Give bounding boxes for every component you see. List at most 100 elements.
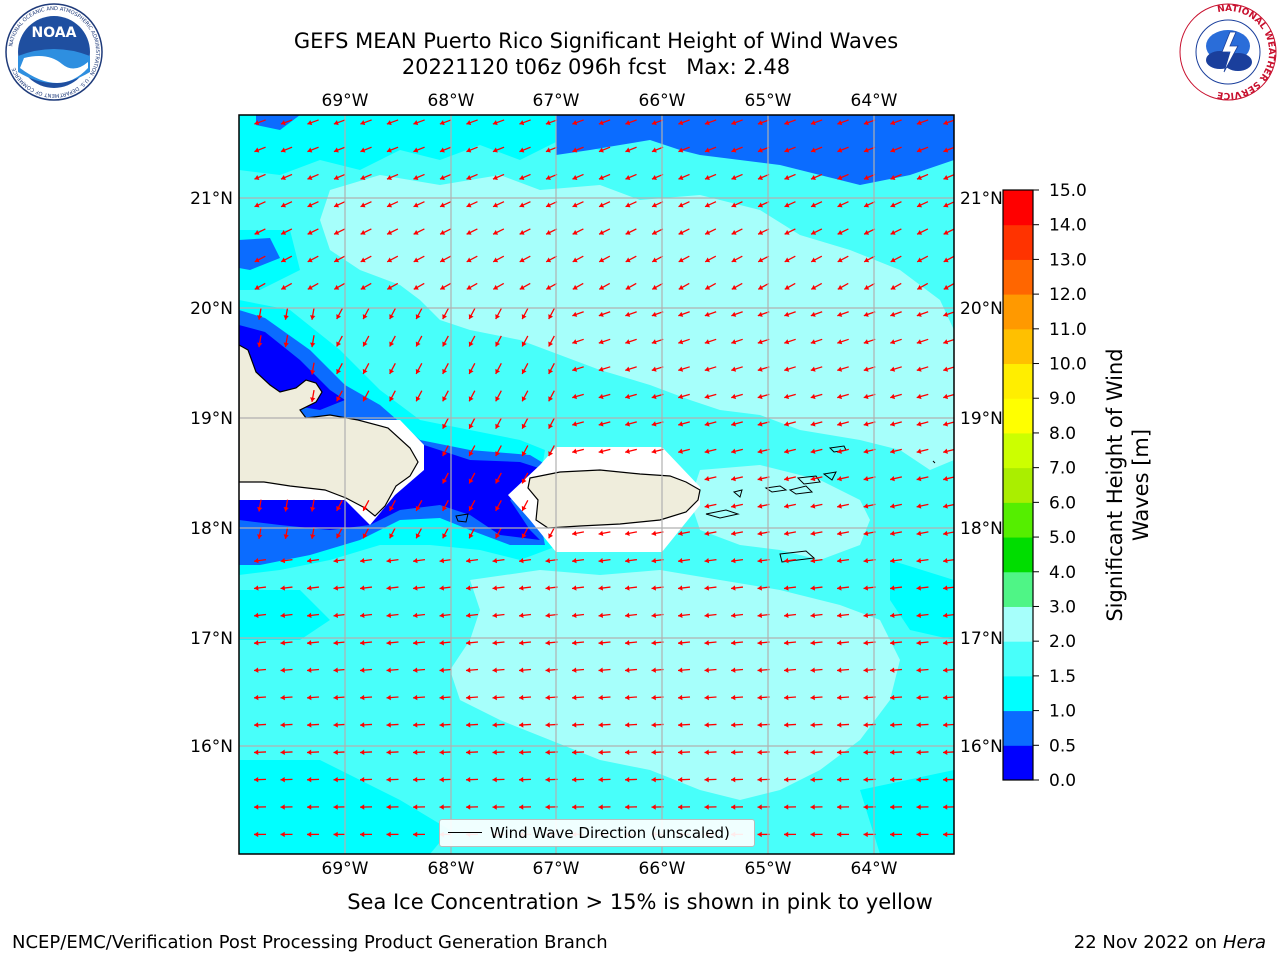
wave-direction-arrow <box>916 667 929 673</box>
wave-direction-arrow <box>704 749 717 755</box>
wave-direction-arrow <box>572 201 584 208</box>
wave-direction-arrow <box>413 201 425 208</box>
wave-direction-arrow <box>625 173 637 180</box>
colorbar-tick-label: 2.0 <box>1049 632 1076 652</box>
colorbar-tick-label: 14.0 <box>1049 216 1087 236</box>
wave-direction-arrow <box>598 393 611 400</box>
wave-direction-arrow <box>521 417 529 430</box>
wave-direction-arrow <box>254 255 266 263</box>
wave-direction-arrow <box>442 417 449 430</box>
wave-direction-arrow <box>943 421 954 427</box>
wave-direction-arrow <box>863 146 876 153</box>
wave-direction-arrow <box>439 255 452 263</box>
wave-direction-arrow <box>495 335 502 347</box>
wave-direction-arrow <box>521 390 529 402</box>
wave-direction-arrow <box>310 335 316 348</box>
wave-direction-arrow <box>521 445 529 457</box>
wave-direction-arrow <box>704 228 717 235</box>
wave-direction-arrow <box>731 393 743 400</box>
wave-direction-arrow <box>678 119 690 126</box>
wave-direction-arrow <box>731 366 743 372</box>
wave-direction-arrow <box>784 228 796 235</box>
wave-direction-arrow <box>704 146 717 153</box>
wave-direction-arrow <box>943 366 954 372</box>
wave-direction-arrow <box>916 804 929 810</box>
wave-direction-arrow <box>492 667 505 673</box>
wave-direction-arrow <box>412 612 426 619</box>
wave-direction-arrow <box>283 335 289 348</box>
wave-direction-arrow <box>757 119 770 126</box>
wave-direction-arrow <box>307 146 319 153</box>
wave-direction-arrow <box>412 557 426 564</box>
colorbar-segment <box>1003 467 1033 503</box>
wave-direction-arrow <box>413 173 425 180</box>
colorbar-segment <box>1003 502 1033 538</box>
wave-direction-arrow <box>518 640 532 646</box>
wave-direction-arrow <box>360 173 372 180</box>
wave-direction-arrow <box>412 640 426 646</box>
legend-label: Wind Wave Direction (unscaled) <box>490 824 730 842</box>
wave-direction-arrow <box>253 612 267 619</box>
wave-direction-arrow <box>386 749 399 755</box>
wave-direction-arrow <box>625 146 637 153</box>
wave-direction-arrow <box>704 530 717 536</box>
wave-direction-arrow <box>519 173 531 180</box>
contour-1p0-1p5 <box>890 560 954 640</box>
wave-direction-arrow <box>678 366 690 372</box>
wave-direction-arrow <box>548 390 555 402</box>
wave-direction-arrow <box>810 146 823 153</box>
wave-direction-arrow <box>468 472 476 484</box>
wave-direction-arrow <box>837 366 849 372</box>
wave-direction-arrow <box>678 393 690 400</box>
wave-direction-arrow <box>916 448 929 454</box>
wave-direction-arrow <box>916 585 929 591</box>
wave-direction-arrow <box>678 282 690 290</box>
wave-direction-arrow <box>310 499 316 512</box>
wave-direction-arrow <box>890 366 902 372</box>
wave-direction-arrow <box>731 338 743 345</box>
colorbar-tick-label: 7.0 <box>1049 459 1076 479</box>
wave-direction-arrow <box>359 585 373 591</box>
wave-direction-arrow <box>571 776 585 783</box>
colorbar-segment <box>1003 537 1033 573</box>
wave-direction-arrow <box>386 119 399 126</box>
wave-direction-arrow <box>598 311 611 317</box>
wave-direction-arrow <box>598 282 611 290</box>
wave-direction-arrow <box>810 119 823 126</box>
wave-direction-arrow <box>783 640 797 646</box>
wave-direction-arrow <box>257 335 263 348</box>
wave-direction-arrow <box>333 228 346 235</box>
colorbar-segment <box>1003 224 1033 260</box>
wave-direction-arrow <box>916 475 929 482</box>
wave-direction-arrow <box>545 173 558 180</box>
wave-direction-arrow <box>413 146 425 153</box>
wave-direction-arrow <box>863 201 876 208</box>
wave-direction-arrow <box>572 366 584 372</box>
wave-direction-arrow <box>757 311 770 317</box>
island-st-croix <box>779 550 816 563</box>
wave-direction-arrow <box>442 527 449 539</box>
wave-direction-arrow <box>492 776 505 783</box>
wave-direction-arrow <box>253 667 267 673</box>
wave-direction-arrow <box>890 421 902 427</box>
wave-direction-arrow <box>810 228 823 235</box>
wave-direction-arrow <box>942 640 954 646</box>
wave-direction-arrow <box>651 366 664 372</box>
wave-direction-arrow <box>306 612 320 619</box>
wave-direction-arrow <box>651 282 664 290</box>
colorbar-segment <box>1003 259 1033 295</box>
wave-direction-arrow <box>598 146 611 153</box>
wave-direction-arrow <box>624 530 638 536</box>
lon-label-top: 67°W <box>533 91 580 111</box>
wave-direction-arrow <box>333 667 346 673</box>
island-culebra <box>732 489 743 498</box>
wave-direction-arrow <box>412 749 426 755</box>
wave-direction-arrow <box>704 201 717 208</box>
wave-direction-arrow <box>253 640 267 646</box>
wave-direction-arrow <box>359 804 373 810</box>
wave-direction-arrow <box>943 119 954 126</box>
wave-direction-arrow <box>442 335 449 347</box>
wave-direction-arrow <box>521 362 529 375</box>
wave-direction-arrow <box>466 173 478 180</box>
wave-direction-arrow <box>439 201 452 208</box>
